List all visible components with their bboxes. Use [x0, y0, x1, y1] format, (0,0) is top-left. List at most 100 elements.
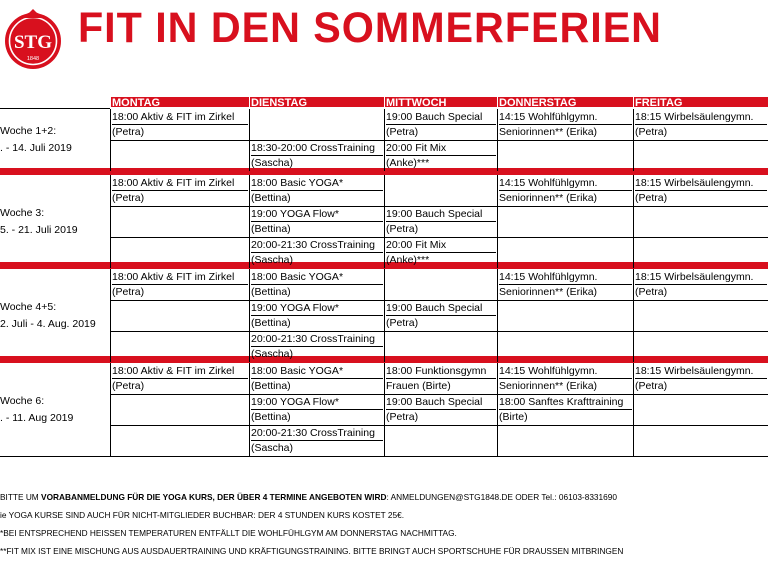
- schedule-cell: [112, 237, 248, 267]
- course-trainer: (Anke)***: [386, 157, 430, 169]
- course-trainer: [635, 440, 767, 455]
- course-trainer: (Petra): [635, 192, 668, 204]
- course-trainer: (Birte): [499, 411, 528, 423]
- course-name: 14:15 Wohlfühlgymn.: [499, 365, 598, 377]
- schedule-cell: [112, 331, 248, 361]
- schedule-cell: 19:00 YOGA Flow* (Bettina): [251, 300, 383, 330]
- week-dates: 5. - 21. Juli 2019: [0, 223, 78, 236]
- schedule-cell: [112, 300, 248, 330]
- course-trainer: (Petra): [635, 126, 668, 138]
- grid-vline: [497, 175, 498, 268]
- schedule-cell: 14:15 Wohlfühlgymn. Seniorinnen** (Erika): [499, 109, 632, 139]
- course-name: 20:00-21:30 CrossTraining: [251, 333, 375, 345]
- week-dates: . - 14. Juli 2019: [0, 142, 72, 154]
- schedule-cell: 14:15 Wohlfühlgymn. Seniorinnen** (Erika): [499, 363, 632, 393]
- grid-vline: [633, 269, 634, 362]
- schedule-cell: [499, 140, 632, 170]
- schedule-cell: 18:00 Funktionsgymn Frauen (Birte): [386, 363, 496, 393]
- course-name: [112, 206, 248, 221]
- course-name: 19:00 Bauch Special: [386, 208, 483, 220]
- schedule-cell: 20:00 Fit Mix (Anke)***: [386, 140, 496, 170]
- course-name: [499, 206, 632, 221]
- course-name: [635, 140, 767, 155]
- schedule-cell: [386, 331, 496, 361]
- course-trainer: [112, 440, 248, 455]
- course-trainer: [112, 221, 248, 236]
- course-trainer: [112, 409, 248, 424]
- course-name: 19:00 Bauch Special: [386, 111, 483, 123]
- grid-hline: [110, 331, 768, 332]
- course-trainer: (Petra): [635, 380, 668, 392]
- grid-vline: [497, 363, 498, 456]
- course-name: [112, 394, 248, 409]
- schedule-cell: 18:15 Wirbelsäulengymn. (Petra): [635, 109, 767, 139]
- course-trainer: [112, 346, 248, 361]
- grid-hline: [110, 394, 768, 395]
- header-bar: [110, 97, 768, 107]
- schedule-cell: [386, 175, 496, 205]
- course-name: [635, 425, 767, 440]
- week-dates: . - 11. Aug 2019: [0, 411, 74, 424]
- course-trainer: [499, 221, 632, 236]
- course-name: 18:00 Sanftes Krafttraining: [499, 396, 624, 408]
- schedule-cell: 18:00 Basic YOGA* (Bettina): [251, 269, 383, 299]
- schedule-cell: 19:00 Bauch Special (Petra): [386, 206, 496, 236]
- schedule-cell: 20:00 Fit Mix (Anke)***: [386, 237, 496, 267]
- schedule-cell: [499, 206, 632, 236]
- course-trainer: Seniorinnen** (Erika): [499, 126, 598, 138]
- course-trainer: [499, 346, 632, 361]
- schedule-cell: [635, 237, 767, 267]
- course-trainer: [499, 252, 632, 267]
- course-trainer: (Bettina): [251, 223, 291, 235]
- course-name: [635, 237, 767, 252]
- course-trainer: (Petra): [386, 317, 419, 329]
- grid-vline: [497, 269, 498, 362]
- course-name: [112, 140, 248, 155]
- schedule-cell: 20:00-21:30 CrossTraining (Sascha): [251, 237, 383, 267]
- schedule-cell: [635, 140, 767, 170]
- course-name: 18:15 Wirbelsäulengymn.: [635, 111, 754, 123]
- schedule-cell: 20:00-21:30 CrossTraining (Sascha): [251, 425, 383, 455]
- course-name: [386, 175, 496, 190]
- course-trainer: [635, 346, 767, 361]
- course-trainer: [499, 315, 632, 330]
- course-name: [112, 425, 248, 440]
- course-name: 18:30-20:00 CrossTraining: [251, 142, 375, 154]
- schedule-cell: 14:15 Wohlfühlgymn. Seniorinnen** (Erika): [499, 175, 632, 205]
- course-trainer: [251, 124, 383, 139]
- schedule-cell: [112, 140, 248, 170]
- course-name: [499, 140, 632, 155]
- course-trainer: (Petra): [635, 286, 668, 298]
- header-divider: [110, 97, 111, 109]
- course-trainer: [112, 315, 248, 330]
- week-label: Woche 3:: [0, 206, 45, 219]
- course-name: [499, 237, 632, 252]
- day-header-tue: DIENSTAG: [251, 97, 308, 109]
- course-name: 19:00 Bauch Special: [386, 302, 483, 314]
- course-trainer: [386, 440, 496, 455]
- course-name: [112, 237, 248, 252]
- course-name: [251, 109, 383, 124]
- grid-hline: [110, 425, 768, 426]
- footnotes: BITTE UM VORABANMELDUNG FÜR DIE YOGA KUR…: [0, 488, 623, 560]
- schedule-cell: 19:00 YOGA Flow* (Bettina): [251, 394, 383, 424]
- logo-text: STG: [14, 32, 52, 53]
- course-trainer: [386, 190, 496, 205]
- course-trainer: [499, 155, 632, 170]
- grid-hline: [110, 300, 768, 301]
- week-label: Woche 1+2:: [0, 125, 57, 137]
- course-name: 18:00 Basic YOGA*: [251, 271, 344, 283]
- course-trainer: (Bettina): [251, 286, 291, 298]
- course-name: [499, 300, 632, 315]
- schedule-cell: [112, 425, 248, 455]
- schedule-cell: [499, 300, 632, 330]
- course-trainer: (Petra): [386, 411, 419, 423]
- schedule-cell: 18:30-20:00 CrossTraining (Sascha): [251, 140, 383, 170]
- course-trainer: (Petra): [112, 286, 145, 298]
- grid-vline: [110, 175, 111, 268]
- course-trainer: (Petra): [386, 126, 419, 138]
- course-trainer: [112, 252, 248, 267]
- day-header-wed: MITTWOCH: [386, 97, 447, 109]
- schedule-cell: [635, 206, 767, 236]
- course-trainer: (Sascha): [251, 348, 294, 360]
